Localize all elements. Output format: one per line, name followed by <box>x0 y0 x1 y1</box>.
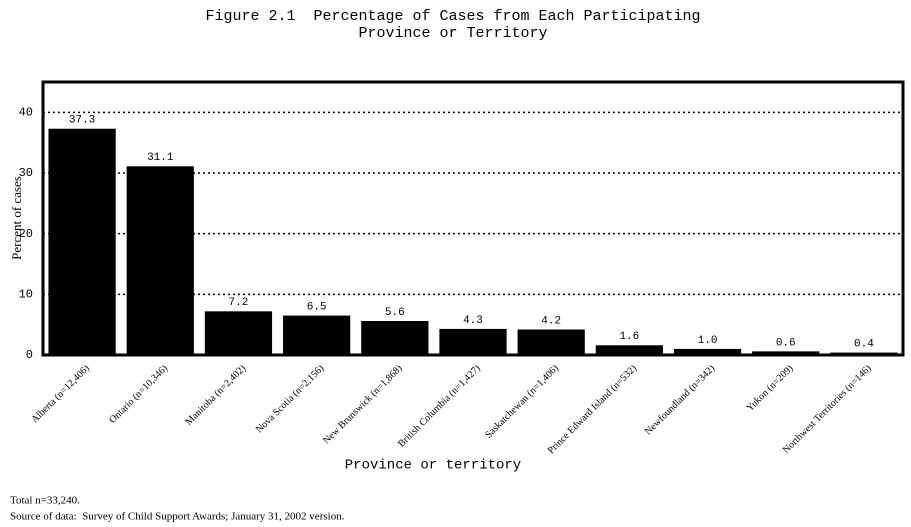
y-axis-label: Percent of cases <box>9 176 24 260</box>
x-tick-label: Newfoundland (n=342) <box>643 363 717 437</box>
bar <box>517 329 585 355</box>
x-axis-label: Province or territory <box>345 458 521 474</box>
bar <box>361 321 429 355</box>
x-tick-label: Alberta (n=12,406) <box>29 363 91 425</box>
data-label: 7.2 <box>229 297 249 309</box>
x-tick-label: Northwest Territories (n=146) <box>781 363 874 456</box>
data-label: 6.5 <box>307 301 327 313</box>
bar <box>673 348 742 355</box>
y-tick-label: 0 <box>26 348 33 362</box>
footnote: Source of data: Survey of Child Support … <box>10 511 345 523</box>
bar <box>48 128 116 355</box>
data-label: 4.2 <box>541 315 561 327</box>
y-tick-label: 30 <box>19 166 33 180</box>
x-tick-label: Yukon (n=209) <box>745 363 796 414</box>
bar <box>283 315 351 355</box>
data-label: 0.6 <box>776 337 796 349</box>
chart-title: Province or Territory <box>358 25 547 42</box>
bar <box>126 166 194 355</box>
bar <box>595 345 663 355</box>
data-label: 1.6 <box>619 331 639 343</box>
y-tick-label: 10 <box>19 288 33 302</box>
x-tick-label: New Brunswick (n=1,868) <box>321 363 404 446</box>
data-label: 5.6 <box>385 307 405 319</box>
y-tick-label: 20 <box>19 227 33 241</box>
y-tick-label: 40 <box>19 106 33 120</box>
x-tick-label: Manitoba (n=2,402) <box>183 363 248 428</box>
data-label: 31.1 <box>147 152 174 164</box>
bar <box>752 351 820 355</box>
footnote: Total n=33,240. <box>10 495 80 507</box>
bar <box>439 328 507 355</box>
chart-title: Figure 2.1 Percentage of Cases from Each… <box>205 8 700 25</box>
data-label: 1.0 <box>698 335 718 347</box>
x-tick-label: Nova Scotia (n=2,156) <box>254 363 326 435</box>
x-tick-label: Saskatchewan (n=1,406) <box>483 363 561 441</box>
data-label: 4.3 <box>463 315 483 327</box>
bar <box>204 311 273 355</box>
data-label: 0.4 <box>854 338 874 350</box>
x-tick-label: Prince Edward Island (n=532) <box>546 363 639 456</box>
x-tick-label: Ontario (n=10,346) <box>107 363 170 426</box>
bar <box>830 352 898 355</box>
data-label: 37.3 <box>69 115 95 127</box>
x-tick-label: British Columbia (n=1,427) <box>396 363 483 450</box>
